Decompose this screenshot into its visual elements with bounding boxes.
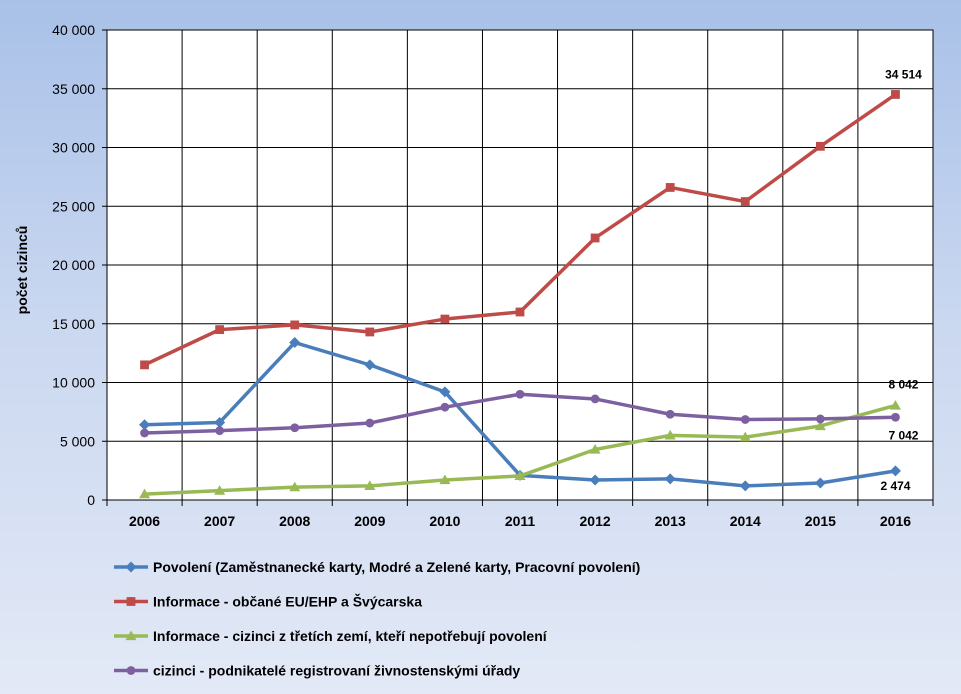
data-point <box>891 90 900 99</box>
x-tick-label: 2015 <box>805 513 836 529</box>
x-tick-label: 2016 <box>880 513 911 529</box>
x-tick-label: 2012 <box>580 513 611 529</box>
data-labels: 2 474 34 514 8 042 7 042 <box>880 67 922 492</box>
data-point <box>665 409 675 419</box>
y-axis-label: počet cizinců <box>14 226 30 315</box>
data-label: 8 042 <box>888 378 918 392</box>
x-tick-label: 2014 <box>730 513 761 529</box>
data-point <box>515 307 525 317</box>
data-point <box>740 197 750 206</box>
x-tick-label: 2010 <box>429 513 460 529</box>
data-point <box>215 325 225 335</box>
legend-item: Informace - občané EU/EHP a Švýcarska <box>114 593 422 610</box>
legend-label: Povolení (Zaměstnanecké karty, Modré a Z… <box>153 559 640 575</box>
data-point <box>814 477 826 489</box>
legend-item: Informace - cizinci z třetích zemí, kteř… <box>114 628 548 644</box>
series-lines <box>139 90 901 499</box>
gridlines <box>102 29 934 506</box>
data-point <box>664 473 676 485</box>
data-label: 2 474 <box>880 479 910 493</box>
data-point <box>214 485 226 495</box>
data-point <box>514 470 526 481</box>
x-tick-label: 2009 <box>354 513 385 529</box>
axis-ticks: 0 5 000 10 000 15 000 20 000 25 000 30 000 35 0… <box>52 22 911 529</box>
data-label: 34 514 <box>885 67 922 81</box>
y-tick-label: 5 000 <box>60 433 95 449</box>
x-tick-label: 2011 <box>505 513 536 529</box>
x-tick-label: 2007 <box>204 513 235 529</box>
data-point <box>140 360 149 370</box>
data-point <box>589 443 601 454</box>
data-point <box>665 183 675 192</box>
legend-label: Informace - občané EU/EHP a Švýcarska <box>153 593 422 610</box>
data-point <box>365 418 375 428</box>
data-point <box>289 481 301 492</box>
plot-border <box>106 29 934 501</box>
data-point <box>215 426 225 436</box>
data-point <box>439 474 451 485</box>
legend-marker <box>125 630 137 641</box>
data-point <box>815 414 825 424</box>
data-point <box>139 488 151 499</box>
data-point <box>440 314 450 324</box>
x-tick-label: 2006 <box>129 513 160 529</box>
x-tick-label: 2008 <box>279 513 310 529</box>
y-tick-label: 10 000 <box>52 375 95 391</box>
data-point <box>139 419 151 431</box>
data-point <box>440 402 450 412</box>
data-point <box>814 420 826 431</box>
data-label: 7 042 <box>888 428 918 442</box>
legend-label: cizinci - podnikatelé registrovaní živno… <box>153 663 520 679</box>
data-point <box>290 320 300 330</box>
y-tick-label: 15 000 <box>52 316 95 332</box>
series-group <box>140 90 900 370</box>
data-point <box>364 359 376 371</box>
y-tick-label: 35 000 <box>52 81 95 97</box>
data-point <box>214 416 226 428</box>
y-tick-label: 30 000 <box>52 140 95 156</box>
data-point <box>364 480 376 491</box>
data-point <box>515 389 525 399</box>
data-point <box>590 233 600 243</box>
legend-marker <box>126 597 136 606</box>
series-group <box>139 400 901 499</box>
data-point <box>739 480 751 492</box>
legend-label: Informace - cizinci z třetích zemí, kteř… <box>153 628 548 644</box>
data-point <box>140 428 149 438</box>
data-point <box>590 394 600 404</box>
y-tick-label: 20 000 <box>52 257 95 273</box>
data-point <box>589 474 601 486</box>
data-point <box>365 327 375 337</box>
y-tick-label: 40 000 <box>52 22 95 38</box>
legend-item: cizinci - podnikatelé registrovaní živno… <box>114 663 520 679</box>
data-point <box>289 337 301 349</box>
data-point <box>290 423 300 433</box>
data-point <box>889 465 901 477</box>
series-group <box>140 389 900 438</box>
y-tick-label: 0 <box>87 492 95 508</box>
legend: Povolení (Zaměstnanecké karty, Modré a Z… <box>114 559 640 679</box>
y-tick-label: 25 000 <box>52 198 95 214</box>
legend-marker <box>126 666 136 675</box>
legend-item: Povolení (Zaměstnanecké karty, Modré a Z… <box>114 559 640 575</box>
data-point <box>439 386 451 398</box>
data-point <box>815 141 825 151</box>
data-point <box>889 400 901 410</box>
data-point <box>664 429 676 440</box>
legend-marker <box>125 561 137 573</box>
x-tick-label: 2013 <box>655 513 686 529</box>
data-point <box>740 415 750 424</box>
data-point <box>739 431 751 442</box>
data-point <box>891 412 900 422</box>
